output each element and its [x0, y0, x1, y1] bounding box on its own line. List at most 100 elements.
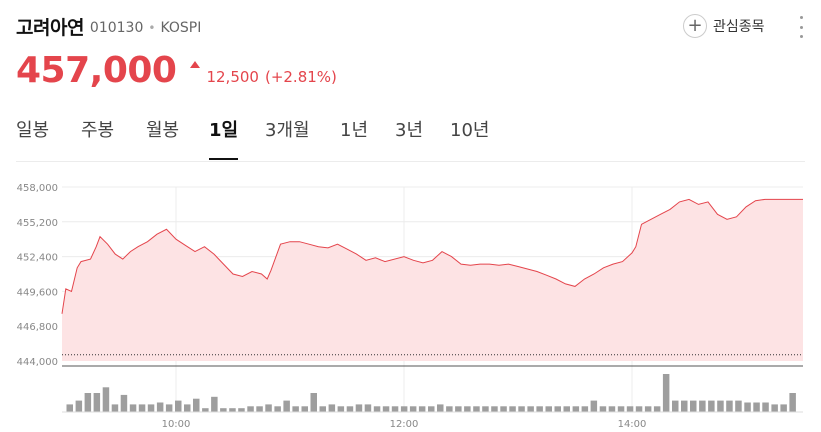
volume-bar — [157, 403, 164, 413]
volume-bar — [482, 406, 489, 412]
add-watchlist-button[interactable]: + 관심종목 — [683, 14, 765, 38]
volume-bar — [564, 406, 571, 412]
volume-bar — [256, 406, 263, 412]
volume-bar — [410, 406, 417, 412]
volume-bar — [184, 404, 191, 412]
volume-bar — [112, 404, 119, 412]
volume-bar — [311, 393, 318, 412]
volume-bar — [555, 406, 562, 412]
stock-code: 010130 — [90, 20, 143, 36]
volume-bar — [789, 393, 796, 412]
volume-bar — [374, 406, 381, 412]
tab-0[interactable]: 일봉 — [16, 116, 49, 160]
volume-bar — [600, 406, 607, 412]
market-label: KOSPI — [160, 20, 201, 36]
tab-6[interactable]: 3년 — [395, 116, 423, 160]
volume-bar — [292, 406, 299, 412]
volume-bar — [726, 401, 733, 412]
more-options-icon[interactable] — [797, 16, 805, 38]
volume-bar — [690, 401, 697, 412]
volume-bar — [654, 406, 661, 412]
tab-4[interactable]: 3개월 — [265, 116, 310, 160]
volume-bar — [229, 408, 236, 412]
volume-bar — [762, 403, 769, 413]
tab-7[interactable]: 10년 — [450, 116, 489, 160]
volume-bar — [428, 406, 435, 412]
volume-bar — [609, 406, 616, 412]
volume-bar — [392, 406, 399, 412]
volume-bar — [446, 406, 453, 412]
plus-icon: + — [683, 14, 707, 38]
volume-bar — [455, 406, 462, 412]
stock-header: 고려아연 010130 • KOSPI — [16, 10, 201, 42]
volume-bar — [491, 406, 498, 412]
tabs-divider — [16, 161, 805, 162]
volume-bar — [94, 393, 101, 412]
volume-bar — [139, 404, 146, 412]
volume-bar — [582, 406, 589, 412]
volume-bar — [780, 404, 787, 412]
volume-bar — [708, 401, 715, 412]
volume-bar — [76, 401, 83, 412]
volume-bar — [437, 404, 444, 412]
volume-bar — [464, 406, 471, 412]
volume-bar — [148, 404, 155, 412]
volume-bar — [527, 406, 534, 412]
volume-bar — [672, 401, 679, 412]
intraday-price-chart: 458,000 455,200 452,400 449,600 446,800 444,0… — [0, 170, 821, 432]
volume-bar — [356, 404, 363, 412]
volume-bar — [627, 406, 634, 412]
volume-bar — [681, 401, 688, 412]
y-tick-label: 455,200 — [17, 218, 58, 229]
volume-bar — [717, 401, 724, 412]
volume-bar — [473, 406, 480, 412]
quote-row: 457,000 12,500 (+2.81%) — [16, 50, 337, 91]
volume-bar — [753, 403, 760, 413]
volume-bar — [247, 406, 254, 412]
y-tick-label: 444,000 — [17, 357, 58, 368]
y-tick-label: 449,600 — [17, 287, 58, 298]
y-tick-label: 452,400 — [17, 253, 58, 264]
tab-1[interactable]: 주봉 — [81, 116, 114, 160]
volume-bar — [338, 406, 345, 412]
volume-bar — [103, 387, 110, 412]
volume-bar — [274, 406, 281, 412]
volume-bar — [67, 404, 74, 412]
volume-bar — [518, 406, 525, 412]
stock-name: 고려아연 — [16, 13, 84, 40]
volume-bar — [645, 406, 652, 412]
tab-3[interactable]: 1일 — [209, 116, 238, 160]
volume-bar — [238, 408, 245, 412]
price-change-percent: (+2.81%) — [265, 68, 337, 86]
watchlist-label: 관심종목 — [713, 16, 765, 36]
volume-bar — [699, 401, 706, 412]
tab-5[interactable]: 1년 — [340, 116, 368, 160]
volume-bar — [193, 399, 200, 412]
volume-bar — [771, 404, 778, 412]
volume-bar — [211, 397, 218, 412]
volume-bar — [618, 406, 625, 412]
volume-bar — [202, 408, 209, 412]
volume-bar — [546, 406, 553, 412]
volume-bar — [744, 403, 751, 413]
volume-bar — [509, 406, 516, 412]
up-arrow-icon — [190, 61, 200, 68]
volume-bar — [536, 406, 543, 412]
volume-bar — [347, 406, 354, 412]
volume-bar — [320, 406, 327, 412]
x-tick-label: 14:00 — [618, 419, 647, 430]
volume-bar — [365, 404, 372, 412]
volume-bar — [166, 404, 173, 412]
volume-bar — [401, 406, 408, 412]
volume-bar — [130, 404, 137, 412]
tab-2[interactable]: 월봉 — [146, 116, 179, 160]
volume-bar — [591, 401, 598, 412]
volume-bar — [302, 406, 309, 412]
volume-bar — [419, 406, 426, 412]
volume-bar — [636, 406, 643, 412]
volume-bar — [220, 408, 227, 412]
volume-bar — [175, 401, 182, 412]
volume-bar — [283, 401, 290, 412]
price-area-fill — [62, 199, 803, 361]
volume-bar — [265, 404, 272, 412]
